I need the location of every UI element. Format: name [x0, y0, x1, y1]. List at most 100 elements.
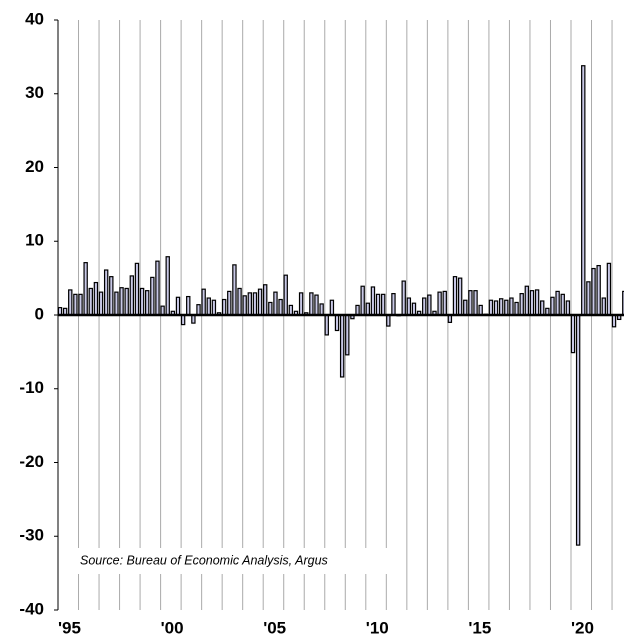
bar [555, 290, 560, 316]
bar [129, 275, 135, 316]
bar [386, 314, 391, 327]
bar [509, 297, 514, 316]
bar [155, 260, 160, 316]
y-tick-label: 0 [35, 304, 44, 323]
bar [442, 290, 447, 316]
bar [406, 297, 412, 316]
bar [98, 291, 104, 316]
bar [78, 293, 83, 316]
bar [370, 286, 376, 316]
x-tick-label: '95 [58, 618, 81, 637]
bar [109, 276, 114, 316]
bar [278, 298, 283, 316]
bar [283, 274, 288, 316]
bar [73, 293, 78, 316]
bar [519, 293, 524, 316]
bar [391, 293, 396, 316]
bar [227, 290, 232, 316]
bar [221, 298, 227, 316]
bar [498, 298, 504, 316]
bar [139, 287, 145, 316]
bar [268, 301, 273, 316]
bar [380, 293, 386, 316]
bar [365, 302, 371, 316]
bar [134, 262, 140, 316]
annotation-box [74, 548, 400, 574]
bar [514, 301, 519, 316]
bar [88, 287, 93, 316]
bar [247, 292, 253, 316]
y-tick-label: 20 [25, 157, 44, 176]
bar [524, 285, 530, 316]
bar [114, 291, 119, 316]
bar [257, 288, 263, 316]
bar [375, 293, 381, 316]
bar [596, 264, 601, 316]
x-tick-label: '15 [468, 618, 491, 637]
bar [324, 314, 329, 336]
y-tick-label: 40 [25, 9, 44, 28]
x-tick-label: '05 [263, 618, 286, 637]
bar [206, 297, 211, 316]
bar [355, 304, 360, 316]
bar [581, 65, 586, 316]
bar [601, 297, 606, 316]
bar [437, 291, 442, 316]
y-tick-label: -20 [19, 452, 44, 471]
annotation: Source: Bureau of Economic Analysis, Arg… [80, 553, 328, 567]
bar [360, 285, 365, 316]
bar [622, 290, 624, 316]
bar [165, 256, 170, 316]
bar [242, 295, 247, 316]
bar [252, 292, 258, 316]
bar [93, 281, 99, 316]
x-tick-label: '20 [571, 618, 594, 637]
bar [611, 314, 617, 328]
bar [263, 284, 268, 316]
bar [124, 287, 129, 316]
bar [493, 300, 499, 316]
bar [150, 276, 155, 316]
bar [468, 290, 473, 316]
bar [314, 294, 319, 316]
bar [68, 289, 73, 316]
bar [452, 276, 458, 316]
bar [334, 314, 340, 332]
bar [237, 287, 242, 316]
y-tick-label: 30 [25, 83, 44, 102]
bar [319, 303, 324, 316]
bar [504, 299, 509, 316]
bar [201, 288, 206, 316]
bar [175, 296, 181, 316]
bar [488, 299, 494, 316]
bar [457, 277, 463, 316]
bar [586, 281, 591, 316]
bar [606, 262, 612, 316]
bar [196, 304, 201, 316]
bar [411, 302, 417, 316]
bar [145, 290, 150, 316]
bar [329, 299, 335, 316]
x-tick-label: '00 [161, 618, 184, 637]
bar [298, 292, 304, 316]
bar [103, 269, 109, 316]
y-tick-label: -40 [19, 599, 44, 618]
bar [288, 304, 294, 316]
bar [473, 290, 478, 316]
y-tick-label: -30 [19, 526, 44, 545]
bar [427, 294, 432, 316]
y-tick-label: 10 [25, 231, 44, 250]
bar [534, 289, 540, 316]
bar [83, 262, 88, 316]
bar [119, 287, 124, 316]
bar [570, 314, 576, 354]
bar [560, 293, 565, 316]
bar [339, 314, 345, 378]
bar [160, 305, 165, 316]
x-tick-label: '10 [366, 618, 389, 637]
bar [186, 295, 191, 316]
bar [211, 299, 217, 316]
bar [565, 300, 571, 316]
bar [591, 267, 596, 316]
